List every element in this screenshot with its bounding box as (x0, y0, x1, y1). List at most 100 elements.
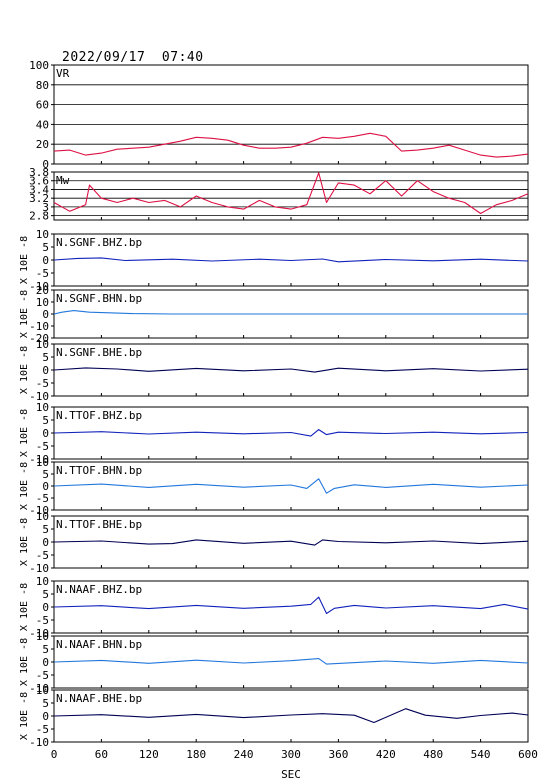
panel-label: N.SGNF.BHN.bp (56, 292, 142, 305)
series-line (53, 172, 529, 215)
y-tick-label: 40 (36, 118, 49, 131)
y-tick-label: -10 (29, 562, 49, 575)
y-tick-label: 3.2 (29, 192, 49, 205)
x-tick-label: 0 (51, 748, 58, 761)
panel-frame (53, 171, 529, 221)
y-tick-label: 0 (42, 308, 49, 321)
panel-label: N.NAAF.BHZ.bp (56, 583, 142, 596)
y-tick-label: 0 (42, 364, 49, 377)
y-tick-label: 10 (36, 630, 49, 643)
y-unit-label: X 10E -8 (19, 409, 30, 457)
x-tick-label: 420 (376, 748, 396, 761)
y-tick-label: 5 (42, 241, 49, 254)
y-tick-label: -5 (36, 267, 49, 280)
panel-label: N.TTOF.BHZ.bp (56, 409, 142, 422)
y-tick-label: -10 (29, 682, 49, 695)
y-tick-label: -10 (29, 736, 49, 749)
y-tick-label: 0 (42, 656, 49, 669)
x-tick-label: 180 (186, 748, 206, 761)
x-tick-label: 600 (518, 748, 538, 761)
date-time-header: 2022/09/17 07:40 (62, 50, 204, 65)
x-tick-label: 240 (234, 748, 254, 761)
x-axis-label: SEC (281, 768, 301, 781)
series-line (53, 257, 529, 263)
y-tick-label: 3 (42, 201, 49, 214)
series-line (53, 310, 528, 315)
y-unit-label: X 10E -8 (19, 346, 30, 394)
y-tick-label: -10 (29, 390, 49, 403)
y-unit-label: X 10E -8 (19, 236, 30, 284)
y-tick-label: 3.8 (29, 166, 49, 179)
y-tick-label: 3.4 (29, 183, 49, 196)
y-tick-label: 3.6 (29, 175, 49, 188)
y-unit-label: X 10E -8 (19, 462, 30, 510)
y-tick-label: 10 (36, 296, 49, 309)
y-tick-label: 5 (42, 697, 49, 710)
y-tick-label: 20 (36, 138, 49, 151)
x-tick-label: 60 (95, 748, 108, 761)
y-tick-label: 5 (42, 523, 49, 536)
y-tick-label: 5 (42, 643, 49, 656)
y-tick-label: 0 (42, 536, 49, 549)
panel-label: N.NAAF.BHE.bp (56, 692, 142, 705)
x-tick-label: 360 (328, 748, 348, 761)
series-line (53, 478, 529, 494)
series-line (53, 367, 529, 373)
y-tick-label: -10 (29, 280, 49, 293)
y-tick-label: -10 (29, 627, 49, 640)
y-tick-label: -5 (36, 614, 49, 627)
y-tick-label: 10 (36, 228, 49, 241)
series-line (53, 539, 529, 546)
x-tick-label: 300 (281, 748, 301, 761)
y-tick-label: -5 (36, 492, 49, 505)
y-tick-label: 10 (36, 575, 49, 588)
y-tick-label: 10 (36, 684, 49, 697)
panel-label: N.TTOF.BHE.bp (56, 518, 142, 531)
y-tick-label: 0 (42, 710, 49, 723)
y-tick-label: 0 (42, 427, 49, 440)
y-tick-label: 0 (42, 601, 49, 614)
y-tick-label: 10 (36, 510, 49, 523)
y-tick-label: -10 (29, 320, 49, 333)
y-tick-label: 10 (36, 456, 49, 469)
y-tick-label: 80 (36, 79, 49, 92)
series-line (53, 596, 529, 615)
y-tick-label: -5 (36, 549, 49, 562)
panel-label: N.NAAF.BHN.bp (56, 638, 142, 651)
y-tick-label: 0 (42, 254, 49, 267)
y-tick-label: -10 (29, 504, 49, 517)
panel-label: N.SGNF.BHE.bp (56, 346, 142, 359)
y-tick-label: 20 (36, 284, 49, 297)
panel-label: N.TTOF.BHN.bp (56, 464, 142, 477)
y-unit-label: X 10E -8 (19, 583, 30, 631)
y-tick-label: -20 (29, 332, 49, 345)
y-tick-label: -10 (29, 453, 49, 466)
y-tick-label: 0 (42, 158, 49, 171)
panel-label: N.SGNF.BHZ.bp (56, 236, 142, 249)
series-line (53, 132, 529, 158)
y-tick-label: -5 (36, 377, 49, 390)
y-tick-label: 5 (42, 351, 49, 364)
x-tick-label: 540 (471, 748, 491, 761)
y-tick-label: 5 (42, 414, 49, 427)
series-line (53, 658, 529, 665)
y-tick-label: 10 (36, 338, 49, 351)
y-unit-label: X 10E -8 (19, 638, 30, 686)
y-tick-label: -5 (36, 723, 49, 736)
x-tick-label: 480 (423, 748, 443, 761)
y-unit-label: X 10E -8 (19, 518, 30, 566)
y-tick-label: 60 (36, 99, 49, 112)
y-tick-label: 0 (42, 480, 49, 493)
y-tick-label: 5 (42, 588, 49, 601)
y-tick-label: -5 (36, 440, 49, 453)
y-unit-label: X 10E -8 (19, 692, 30, 740)
y-tick-label: 2.8 (29, 210, 49, 223)
y-tick-label: 10 (36, 401, 49, 414)
x-tick-label: 120 (139, 748, 159, 761)
panel-label: Mw (56, 174, 70, 187)
y-tick-label: 100 (29, 59, 49, 72)
panel-label: VR (56, 67, 70, 80)
y-unit-label: X 10E -8 (19, 290, 30, 338)
series-line (53, 429, 529, 437)
